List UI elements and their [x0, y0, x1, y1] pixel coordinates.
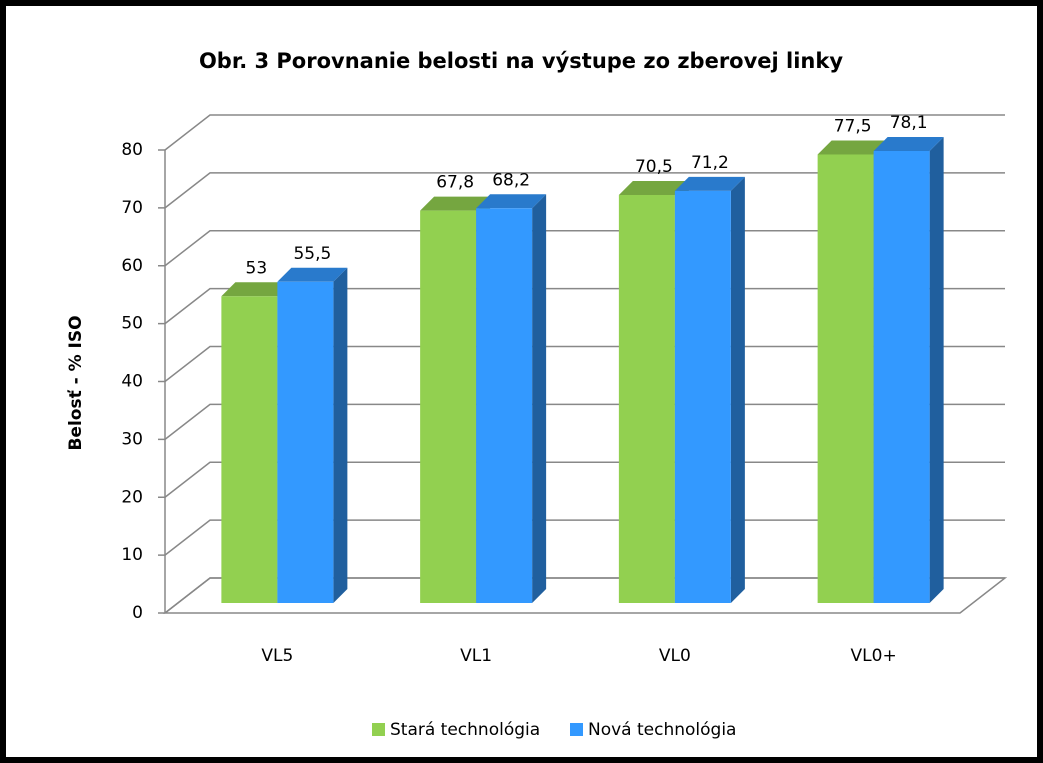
bar-top [420, 196, 491, 211]
y-axis-title: Belosť - % ISO [66, 315, 86, 450]
grid-line [164, 172, 1005, 209]
bar-side [532, 194, 547, 604]
y-tick-label: 80 [121, 140, 143, 160]
x-tick-label: VL0 [659, 646, 691, 666]
y-tick-label: 0 [132, 603, 143, 623]
data-label: 71,2 [691, 153, 729, 173]
bar-side [333, 267, 348, 603]
data-label: 67,8 [436, 173, 474, 193]
data-label: 53 [246, 258, 268, 278]
grid-line [164, 114, 1005, 151]
legend-swatch [570, 723, 583, 736]
y-tick-label: 50 [121, 314, 143, 334]
x-tick-label: VL1 [460, 646, 492, 666]
bar-side [730, 176, 745, 603]
chart-title: Obr. 3 Porovnanie belosti na výstupe zo … [199, 49, 843, 73]
bar [674, 190, 731, 603]
bar-top [476, 194, 547, 209]
legend-swatch [372, 723, 385, 736]
data-label: 55,5 [293, 244, 331, 264]
legend-label: Stará technológia [390, 720, 540, 740]
bar-top [817, 140, 888, 155]
bar [277, 281, 334, 603]
bar [618, 194, 675, 603]
bar-top [674, 176, 745, 191]
data-label: 70,5 [635, 157, 673, 177]
bar [476, 208, 533, 604]
y-tick-label: 20 [121, 487, 143, 507]
data-label: 68,2 [492, 170, 530, 190]
bar [817, 154, 874, 603]
bar [873, 150, 930, 603]
bar-top [221, 282, 292, 297]
bar-side [929, 136, 944, 603]
bar-top [277, 267, 348, 282]
bar [221, 296, 278, 603]
bar [420, 210, 477, 604]
bar-top [618, 180, 689, 195]
x-tick-label: VL0+ [851, 646, 897, 666]
y-tick-label: 60 [121, 256, 143, 276]
data-label: 77,5 [834, 116, 872, 136]
legend-label: Nová technológia [588, 720, 736, 740]
x-tick-label: VL5 [261, 646, 293, 666]
y-tick-label: 40 [121, 372, 143, 392]
y-tick-label: 10 [121, 545, 143, 565]
y-tick-label: 30 [121, 429, 143, 449]
data-label: 78,1 [890, 113, 928, 133]
y-tick-label: 70 [121, 198, 143, 218]
bar-top [873, 136, 944, 151]
